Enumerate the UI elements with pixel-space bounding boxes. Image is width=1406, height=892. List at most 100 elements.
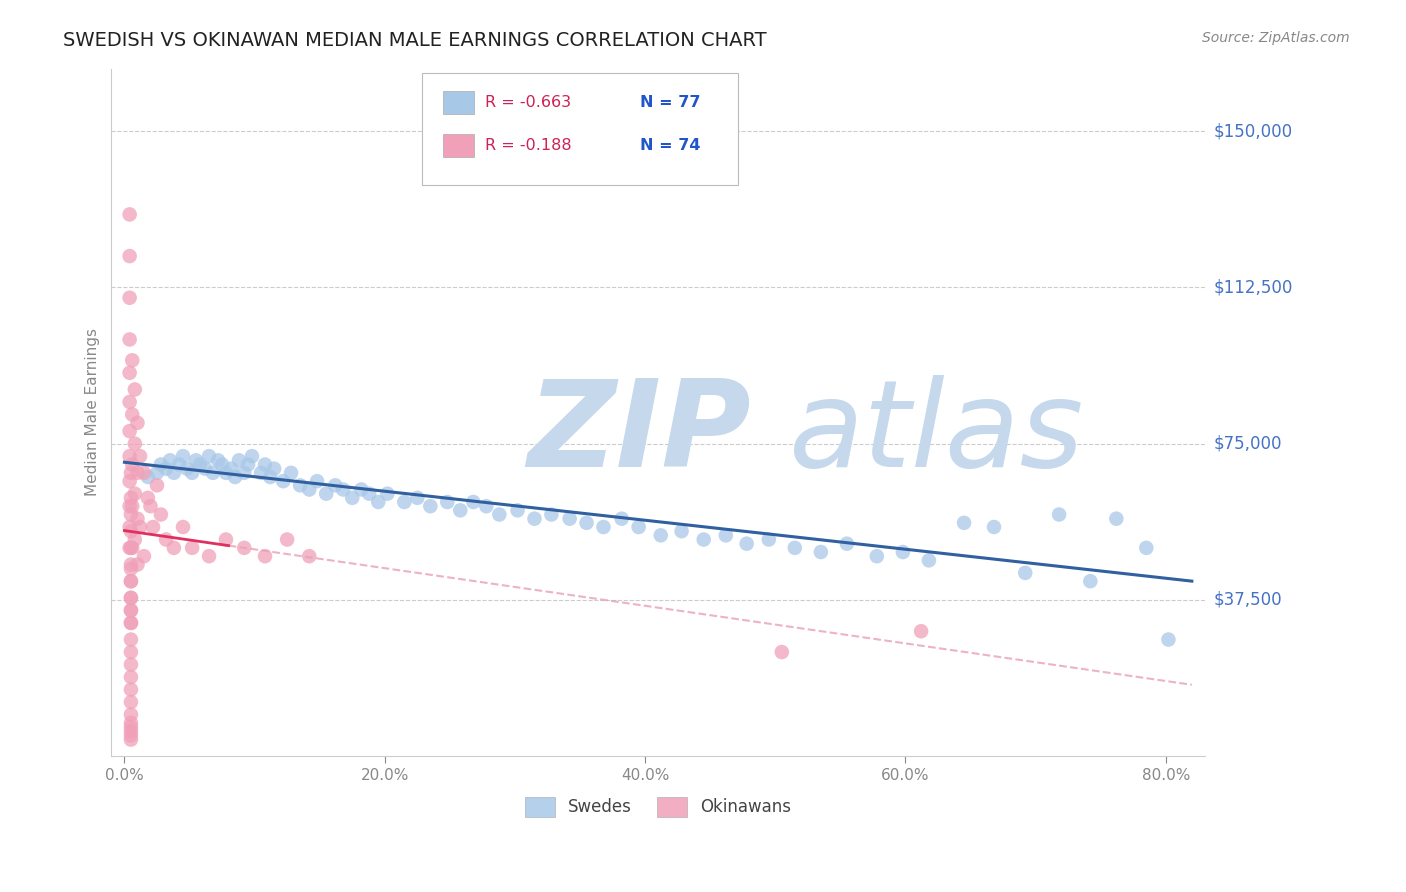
Point bbox=[167, 458, 190, 472]
Point bbox=[671, 524, 693, 538]
Point bbox=[129, 449, 152, 463]
Point bbox=[124, 533, 146, 547]
Point bbox=[770, 645, 793, 659]
Point bbox=[120, 574, 142, 589]
Point bbox=[194, 461, 217, 475]
Point bbox=[253, 458, 276, 472]
Point bbox=[692, 533, 714, 547]
Point bbox=[1014, 566, 1036, 580]
Point bbox=[224, 470, 246, 484]
Point bbox=[350, 483, 373, 497]
Point bbox=[1135, 541, 1157, 555]
Point bbox=[810, 545, 832, 559]
Point bbox=[121, 458, 143, 472]
Point bbox=[735, 537, 758, 551]
Point bbox=[207, 453, 229, 467]
Point bbox=[120, 562, 142, 576]
Point bbox=[120, 466, 142, 480]
Point bbox=[121, 499, 143, 513]
Point bbox=[233, 541, 256, 555]
Point bbox=[910, 624, 932, 639]
Text: $112,500: $112,500 bbox=[1213, 278, 1292, 296]
Text: ZIP: ZIP bbox=[527, 375, 751, 491]
Point bbox=[181, 541, 204, 555]
Point bbox=[1047, 508, 1070, 522]
Point bbox=[288, 478, 311, 492]
Point bbox=[201, 466, 224, 480]
Point bbox=[118, 333, 141, 347]
Point bbox=[394, 495, 416, 509]
Point bbox=[120, 682, 142, 697]
Point bbox=[120, 724, 142, 739]
Point bbox=[163, 466, 186, 480]
Point bbox=[419, 499, 441, 513]
Point bbox=[136, 470, 159, 484]
Point bbox=[758, 533, 780, 547]
Point bbox=[271, 474, 294, 488]
Point bbox=[250, 466, 273, 480]
Point bbox=[276, 533, 298, 547]
Point bbox=[627, 520, 650, 534]
Point bbox=[558, 511, 581, 525]
Point bbox=[198, 549, 221, 564]
Point bbox=[983, 520, 1005, 534]
Point bbox=[120, 720, 142, 734]
Point bbox=[120, 591, 142, 605]
Point bbox=[118, 366, 141, 380]
Point bbox=[118, 499, 141, 513]
Point bbox=[118, 291, 141, 305]
Point bbox=[233, 466, 256, 480]
Text: atlas: atlas bbox=[789, 375, 1085, 491]
Point bbox=[124, 383, 146, 397]
Point bbox=[359, 486, 381, 500]
Point bbox=[918, 553, 941, 567]
Point bbox=[118, 449, 141, 463]
Point bbox=[120, 591, 142, 605]
Point bbox=[610, 511, 633, 525]
Point bbox=[132, 549, 155, 564]
Y-axis label: Median Male Earnings: Median Male Earnings bbox=[86, 328, 100, 496]
Point bbox=[127, 466, 149, 480]
Point bbox=[146, 466, 169, 480]
Point bbox=[315, 486, 337, 500]
Point bbox=[240, 449, 263, 463]
Point bbox=[436, 495, 458, 509]
Point bbox=[575, 516, 598, 530]
Point bbox=[120, 695, 142, 709]
Point bbox=[120, 524, 142, 538]
Point bbox=[172, 449, 194, 463]
Point bbox=[259, 470, 281, 484]
Point bbox=[120, 707, 142, 722]
Point bbox=[211, 458, 233, 472]
Point bbox=[121, 353, 143, 368]
Point bbox=[298, 549, 321, 564]
Point bbox=[253, 549, 276, 564]
Point bbox=[118, 520, 141, 534]
Point bbox=[488, 508, 510, 522]
Point bbox=[650, 528, 672, 542]
Point bbox=[120, 615, 142, 630]
Point bbox=[835, 537, 858, 551]
Point bbox=[118, 395, 141, 409]
Point bbox=[118, 541, 141, 555]
Point bbox=[120, 715, 142, 730]
Text: $37,500: $37,500 bbox=[1213, 591, 1282, 609]
Point bbox=[523, 511, 546, 525]
Point bbox=[127, 416, 149, 430]
Text: Source: ZipAtlas.com: Source: ZipAtlas.com bbox=[1202, 31, 1350, 45]
Point bbox=[155, 533, 177, 547]
Point bbox=[198, 449, 221, 463]
Point bbox=[953, 516, 976, 530]
Point bbox=[377, 486, 399, 500]
Point bbox=[120, 603, 142, 617]
Point bbox=[120, 657, 142, 672]
Text: R = -0.663: R = -0.663 bbox=[485, 95, 571, 110]
Point bbox=[406, 491, 429, 505]
Point bbox=[120, 508, 142, 522]
Point bbox=[159, 453, 181, 467]
Point bbox=[139, 499, 162, 513]
Point bbox=[866, 549, 889, 564]
Point bbox=[463, 495, 485, 509]
Point bbox=[891, 545, 914, 559]
Point bbox=[127, 558, 149, 572]
